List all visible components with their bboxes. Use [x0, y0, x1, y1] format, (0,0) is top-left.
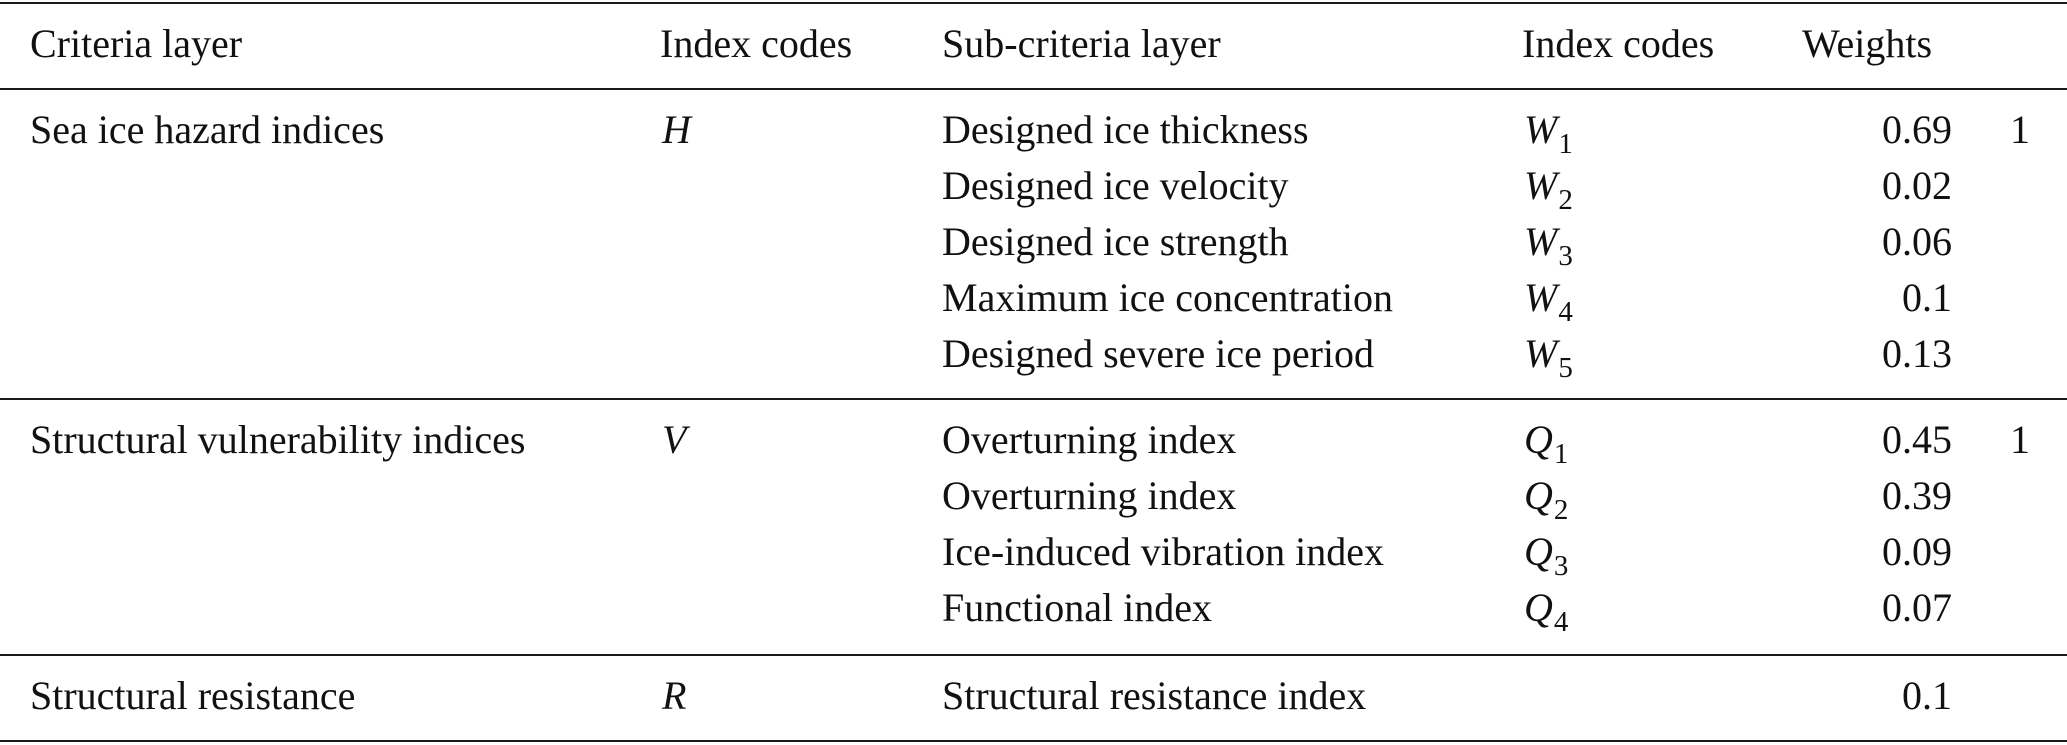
group-rule [0, 654, 2067, 656]
criteria-code: H [662, 107, 691, 152]
sub-criteria-label: Functional index [942, 585, 1212, 630]
weight-value: 0.39 [1882, 473, 1952, 518]
sub-criteria-label: Designed ice velocity [942, 163, 1289, 208]
sub-criteria-code: W2 [1524, 163, 1573, 216]
sub-criteria-label: Overturning index [942, 417, 1237, 462]
sub-criteria-code: W3 [1524, 219, 1573, 272]
group-rule [0, 398, 2067, 400]
criteria-code: R [662, 673, 687, 718]
group-total: 1 [2010, 417, 2030, 462]
header-sub-criteria-layer: Sub-criteria layer [942, 21, 1221, 66]
sub-criteria-code: W4 [1524, 275, 1573, 328]
header-index-codes: Index codes [660, 21, 853, 66]
header-rule [0, 88, 2067, 90]
sub-criteria-label: Overturning index [942, 473, 1237, 518]
sub-criteria-label: Designed severe ice period [942, 331, 1375, 376]
sub-criteria-code: Q4 [1524, 585, 1569, 638]
sub-criteria-label: Ice-induced vibration index [942, 529, 1385, 574]
criteria-code: V [662, 417, 687, 462]
group-total: 1 [2010, 107, 2030, 152]
top-rule [0, 2, 2067, 4]
weight-value: 0.1 [1902, 673, 1952, 718]
header-weights: Weights [1802, 21, 1933, 66]
weight-value: 0.45 [1882, 417, 1952, 462]
sub-criteria-label: Designed ice thickness [942, 107, 1309, 152]
criteria-label: Structural vulnerability indices [30, 417, 526, 462]
weight-value: 0.13 [1882, 331, 1952, 376]
sub-criteria-code: Q1 [1524, 417, 1569, 470]
weight-value: 0.1 [1902, 275, 1952, 320]
weight-value: 0.07 [1882, 585, 1952, 630]
bottom-rule [0, 740, 2067, 742]
sub-criteria-label: Structural resistance index [942, 673, 1367, 718]
criteria-label: Sea ice hazard indices [30, 107, 385, 152]
sub-criteria-code: Q3 [1524, 529, 1569, 582]
header-criteria-layer: Criteria layer [30, 21, 243, 66]
weight-value: 0.06 [1882, 219, 1952, 264]
sub-criteria-code: W1 [1524, 107, 1573, 160]
sub-criteria-code: Q2 [1524, 473, 1569, 526]
header-index-codes: Index codes [1522, 21, 1715, 66]
sub-criteria-label: Maximum ice concentration [942, 275, 1393, 320]
weight-value: 0.09 [1882, 529, 1952, 574]
weight-value: 0.69 [1882, 107, 1952, 152]
weight-value: 0.02 [1882, 163, 1952, 208]
criteria-label: Structural resistance [30, 673, 356, 718]
sub-criteria-label: Designed ice strength [942, 219, 1289, 264]
sub-criteria-code: W5 [1524, 331, 1573, 384]
